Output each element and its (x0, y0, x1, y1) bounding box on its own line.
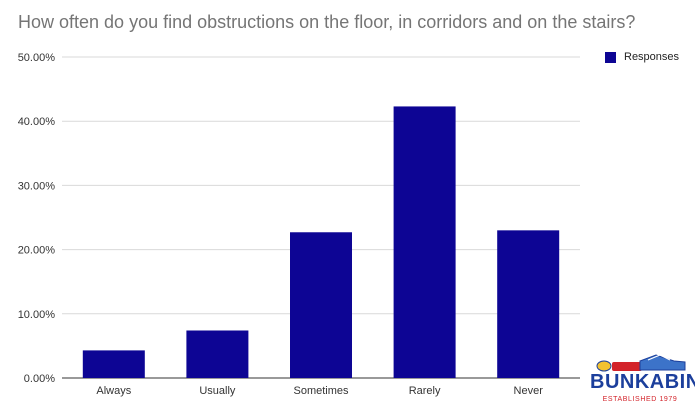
bar-rarely (393, 106, 456, 379)
bar-usually (186, 330, 249, 378)
y-tick-label: 10.00% (18, 309, 56, 321)
y-tick-label: 0.00% (24, 373, 55, 385)
bar-always (82, 350, 145, 378)
logo-tagline: ESTABLISHED 1979 (602, 396, 678, 403)
x-tick-label: Usually (199, 385, 236, 397)
legend-label: Responses (624, 51, 680, 63)
x-tick-label: Rarely (409, 385, 441, 397)
x-tick-label: Always (96, 385, 131, 397)
bar-never (497, 230, 560, 378)
bar-sometimes (290, 232, 352, 378)
logo-wordmark: BUNKABIN (590, 371, 695, 393)
sleeping-figure-icon (596, 354, 686, 372)
bunkabin-logo: BUNKABIN ESTABLISHED 1979 (590, 352, 695, 412)
y-tick-label: 40.00% (18, 116, 56, 128)
legend: Responses (605, 51, 679, 63)
x-tick-label: Sometimes (293, 385, 349, 397)
y-tick-label: 30.00% (18, 180, 56, 192)
y-tick-label: 20.00% (18, 245, 56, 257)
y-tick-label: 50.00% (18, 52, 56, 64)
legend-swatch (605, 51, 616, 63)
chart-title: How often do you find obstructions on th… (18, 12, 636, 32)
x-tick-label: Never (514, 385, 544, 397)
